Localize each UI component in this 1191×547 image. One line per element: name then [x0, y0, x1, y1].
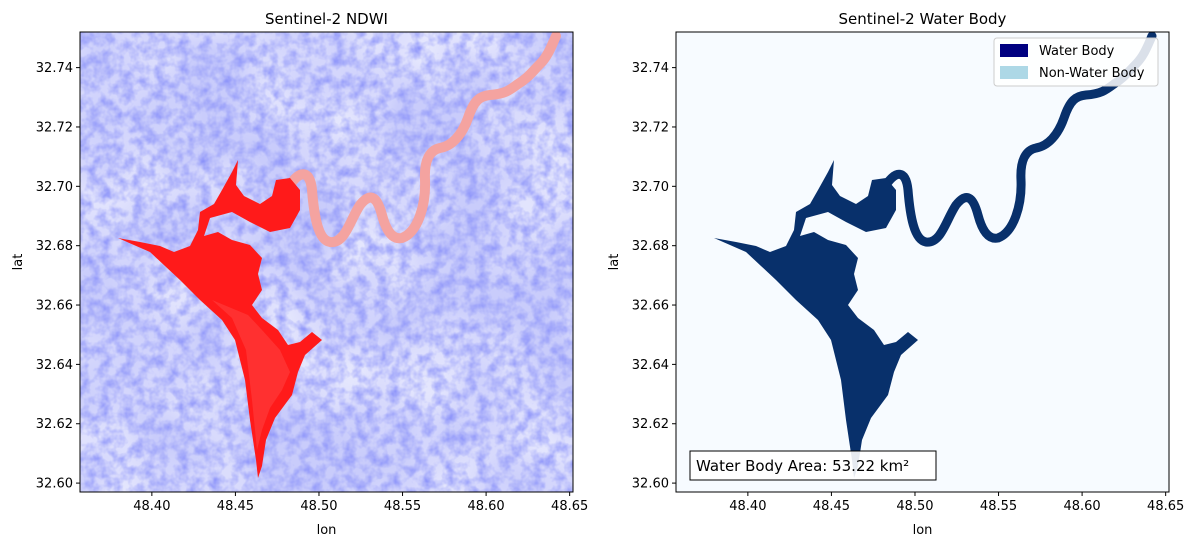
x-tick-label: 48.60: [1063, 499, 1100, 514]
waterbody-y-ticks: 32.60 32.62 32.64 32.66 32.68 32.70 32.72 32.74: [632, 61, 676, 492]
waterbody-x-ticks: 48.40 48.45 48.50 48.55 48.60 48.65: [729, 492, 1184, 514]
y-tick-label: 32.68: [632, 239, 669, 254]
y-tick-label: 32.60: [36, 477, 73, 492]
legend-label-nonwater: Non-Water Body: [1039, 66, 1145, 81]
y-tick-label: 32.74: [36, 61, 73, 76]
x-tick-label: 48.65: [551, 499, 588, 514]
ndwi-texture: [80, 32, 573, 492]
x-tick-label: 48.55: [980, 499, 1017, 514]
x-tick-label: 48.50: [896, 499, 933, 514]
waterbody-panel: 48.40 48.45 48.50 48.55 48.60 48.65 32.6032.6…: [607, 10, 1184, 538]
legend-swatch-nonwater: [1000, 66, 1028, 79]
ndwi-y-ticks: 32.60 32.62 32.64 32.66 32.68 32.70 32.72 32.74: [36, 61, 80, 492]
y-tick-label: 32.70: [36, 180, 73, 195]
legend-label-water: Water Body: [1039, 44, 1115, 59]
x-tick-label: 48.55: [384, 499, 421, 514]
y-tick-label: 32.72: [36, 120, 73, 135]
y-tick-label: 32.66: [632, 299, 669, 314]
ndwi-y-label: lat: [11, 254, 26, 271]
y-tick-label: 32.66: [36, 299, 73, 314]
y-tick-label: 32.68: [36, 239, 73, 254]
ndwi-axes-frame: [79, 31, 574, 493]
waterbody-axes-frame: [675, 31, 1170, 493]
y-tick-label: 32.64: [36, 358, 73, 373]
ndwi-reservoir-core: [212, 300, 290, 450]
y-tick-label: 32.60: [632, 477, 669, 492]
x-tick-label: 48.45: [217, 499, 254, 514]
waterbody-y-label: lat: [607, 254, 622, 271]
x-tick-label: 48.60: [467, 499, 504, 514]
ndwi-title: Sentinel-2 NDWI: [265, 10, 388, 28]
waterbody-title: Sentinel-2 Water Body: [839, 10, 1007, 28]
annotation-box: [689, 450, 937, 481]
x-tick-label: 48.40: [729, 499, 766, 514]
area-annotation: Water Body Area: 53.22 km²: [689, 450, 937, 481]
y-tick-label: 32.62: [632, 417, 669, 432]
y-tick-label: 32.64: [632, 358, 669, 373]
y-tick-label: 32.70: [632, 180, 669, 195]
x-tick-label: 48.40: [133, 499, 170, 514]
waterbody-reservoir: [714, 160, 918, 478]
legend-frame: [993, 37, 1159, 87]
annotation-text: Water Body Area: 53.22 km²: [696, 457, 909, 475]
waterbody-background: [676, 32, 1169, 492]
ndwi-panel: 48.40 48.45 48.50 48.55 48.60 48.65 32.6032.6…: [11, 10, 588, 538]
ndwi-x-ticks: 48.40 48.45 48.50 48.55 48.60 48.65: [133, 492, 588, 514]
ndwi-x-label: lon: [317, 523, 337, 538]
x-tick-label: 48.45: [813, 499, 850, 514]
y-tick-label: 32.72: [632, 120, 669, 135]
legend: Water Body Non-Water Body: [993, 37, 1159, 87]
y-tick-label: 32.74: [632, 61, 669, 76]
x-tick-label: 48.65: [1147, 499, 1184, 514]
waterbody-x-label: lon: [913, 523, 933, 538]
legend-swatch-water: [1000, 44, 1028, 57]
ndwi-river: [285, 32, 561, 247]
x-tick-label: 48.50: [300, 499, 337, 514]
y-tick-label: 32.62: [36, 417, 73, 432]
